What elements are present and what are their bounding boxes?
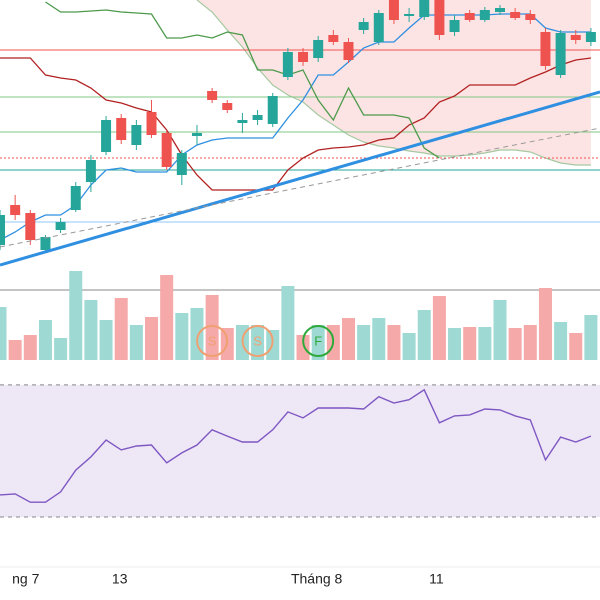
volume-bar	[38, 320, 52, 360]
candle-body	[0, 215, 5, 245]
candle-body	[176, 153, 187, 175]
volume-bar	[0, 307, 7, 360]
candle-body	[85, 160, 96, 182]
signal-marker	[302, 325, 335, 357]
signal-label: S	[208, 333, 217, 348]
candle-body	[419, 0, 430, 17]
indicator-line	[0, 57, 591, 191]
volume-bar	[508, 328, 522, 360]
cloud-edge	[196, 0, 591, 166]
signal-label: S	[253, 333, 262, 348]
volume-bar	[417, 310, 431, 360]
candle-body	[237, 120, 248, 123]
volume-bar	[160, 275, 174, 360]
volume-bar	[84, 300, 98, 360]
volume-bar	[205, 295, 219, 360]
candle-body	[40, 237, 51, 250]
signal-label: F	[314, 333, 322, 348]
candle-body	[434, 0, 445, 35]
x-tick-label: Tháng 8	[291, 571, 343, 587]
candle-body	[70, 186, 81, 210]
volume-bar	[114, 298, 128, 360]
volume-bar	[281, 286, 295, 360]
candle-body	[101, 120, 112, 152]
candle-body	[570, 35, 581, 40]
volume-bar	[341, 318, 355, 360]
candle-body	[449, 20, 460, 32]
candle-body	[116, 118, 127, 140]
indicator-line	[0, 13, 591, 241]
volume-bar	[8, 340, 22, 360]
candle-body	[585, 32, 596, 42]
x-tick-label: 13	[112, 571, 128, 587]
volume-bar	[569, 333, 583, 360]
candle-body	[282, 52, 293, 77]
x-tick-label: 11	[429, 571, 444, 587]
candle-body	[252, 115, 263, 120]
candle-body	[404, 14, 415, 16]
volume-bar	[448, 328, 462, 360]
candle-body	[25, 213, 36, 240]
volume-bar	[54, 338, 68, 360]
candle-body	[510, 12, 521, 18]
signal-marker	[196, 325, 229, 357]
candle-body	[479, 10, 490, 20]
volume-bar	[311, 325, 325, 360]
candle-body	[298, 52, 309, 62]
volume-bar	[99, 320, 113, 360]
candle-body	[161, 133, 172, 167]
volume-bar	[584, 315, 598, 360]
volume-bar	[145, 317, 159, 360]
candle-body	[10, 205, 21, 215]
volume-bar	[372, 318, 386, 360]
volume-bar	[538, 288, 552, 360]
volume-bar	[463, 327, 477, 360]
candle-body	[358, 22, 369, 30]
volume-bar	[493, 300, 507, 360]
volume-bar	[23, 335, 37, 360]
candle-body	[222, 103, 233, 110]
candle-body	[525, 14, 536, 20]
candle-body	[464, 13, 475, 20]
rsi-line	[0, 388, 592, 503]
candle-body	[191, 133, 202, 136]
candle-body	[131, 125, 142, 145]
volume-bar	[129, 325, 143, 360]
volume-bar	[387, 325, 401, 360]
volume-bar	[251, 325, 265, 360]
volume-bar	[523, 325, 537, 360]
candle-body	[328, 35, 339, 42]
signal-marker	[241, 325, 274, 357]
volume-bar	[432, 296, 446, 360]
rsi-band	[0, 384, 600, 518]
volume-bar	[296, 335, 310, 360]
indicator-line	[45, 1, 440, 159]
x-tick-label: ng 7	[12, 571, 39, 587]
volume-bar	[554, 322, 568, 360]
candle-body	[388, 0, 399, 20]
candle-body	[540, 32, 551, 66]
candle-body	[267, 96, 278, 124]
candle-body	[313, 40, 324, 58]
cloud	[196, 0, 591, 165]
trend-line	[0, 127, 600, 248]
volume-bar	[190, 308, 204, 360]
volume-bar	[175, 313, 189, 360]
volume-bar	[69, 271, 83, 360]
volume-bar	[478, 327, 492, 360]
volume-bar	[402, 333, 416, 360]
candle-body	[373, 13, 384, 42]
candle-body	[495, 8, 505, 12]
candle-body	[343, 42, 354, 60]
volume-bar	[357, 325, 371, 360]
candle-body	[207, 91, 218, 100]
candle-body	[55, 222, 66, 230]
candle-body	[555, 33, 566, 75]
trend-line	[0, 90, 600, 267]
candle-body	[146, 112, 157, 135]
